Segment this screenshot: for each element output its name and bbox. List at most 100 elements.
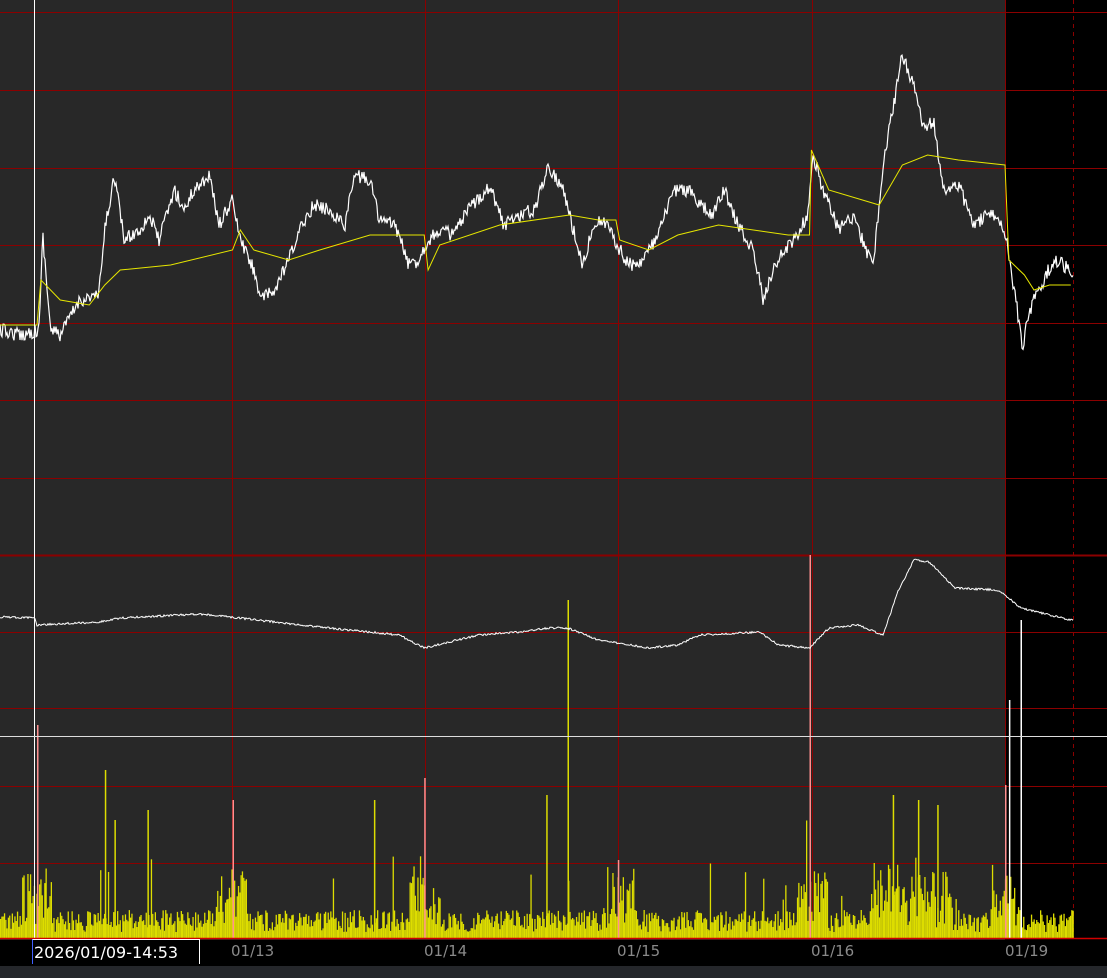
volume-bar bbox=[184, 923, 186, 938]
volume-bar bbox=[79, 922, 81, 938]
volume-bar bbox=[408, 921, 410, 938]
volume-bar bbox=[1062, 920, 1064, 938]
volume-bar bbox=[522, 927, 524, 938]
volume-bar bbox=[711, 922, 713, 938]
volume-bar bbox=[343, 931, 345, 938]
volume-bar bbox=[67, 911, 69, 938]
volume-bar bbox=[1021, 927, 1024, 938]
volume-bar bbox=[874, 889, 877, 938]
volume-bar bbox=[100, 870, 102, 938]
volume-bar bbox=[825, 879, 827, 938]
volume-bar bbox=[192, 917, 194, 938]
volume-bar bbox=[409, 882, 411, 938]
volume-bar bbox=[185, 924, 188, 938]
volume-bar bbox=[752, 918, 754, 938]
volume-bar bbox=[175, 932, 177, 938]
volume-bar bbox=[1014, 887, 1016, 938]
volume-bar bbox=[325, 911, 327, 938]
volume-bar bbox=[282, 918, 284, 938]
volume-bar bbox=[330, 911, 332, 938]
volume-bar bbox=[609, 914, 611, 938]
volume-bar bbox=[816, 896, 818, 938]
volume-bar bbox=[759, 928, 761, 938]
price-chart[interactable] bbox=[0, 0, 1107, 940]
volume-bar bbox=[678, 916, 680, 938]
volume-bar bbox=[110, 921, 112, 938]
volume-bar bbox=[370, 915, 372, 938]
volume-bar bbox=[789, 912, 791, 938]
volume-bar bbox=[388, 912, 390, 938]
volume-bar bbox=[504, 918, 506, 938]
volume-bar bbox=[648, 913, 650, 938]
volume-bar bbox=[635, 910, 637, 938]
volume-bar bbox=[1040, 910, 1042, 938]
volume-bar bbox=[947, 897, 949, 938]
volume-bar bbox=[965, 923, 968, 938]
volume-bar bbox=[941, 895, 943, 938]
volume-bar bbox=[989, 926, 991, 938]
volume-bar bbox=[244, 880, 246, 938]
volume-bar bbox=[854, 916, 856, 938]
volume-bar bbox=[245, 879, 247, 938]
volume-bar bbox=[332, 878, 335, 938]
volume-bar bbox=[531, 918, 533, 938]
volume-bar bbox=[406, 918, 409, 938]
volume-bar bbox=[252, 919, 254, 938]
volume-bar bbox=[650, 921, 652, 938]
volume-bar bbox=[166, 913, 168, 938]
volume-bar bbox=[982, 915, 985, 938]
volume-bar bbox=[150, 859, 153, 938]
volume-bar bbox=[323, 913, 325, 938]
volume-bar bbox=[910, 898, 912, 938]
volume-bar bbox=[767, 917, 769, 938]
volume-bar bbox=[97, 913, 99, 938]
volume-bar bbox=[296, 926, 298, 938]
volume-bar bbox=[448, 913, 450, 938]
volume-bar bbox=[620, 885, 622, 938]
volume-bar bbox=[63, 924, 65, 938]
volume-spike bbox=[1020, 620, 1022, 938]
volume-bar bbox=[1001, 915, 1003, 938]
volume-bar bbox=[513, 925, 515, 938]
volume-bar bbox=[453, 914, 455, 938]
volume-bar bbox=[92, 925, 94, 938]
volume-bar bbox=[419, 856, 422, 938]
volume-bar bbox=[302, 916, 305, 938]
volume-bar bbox=[426, 910, 428, 938]
volume-bar bbox=[938, 922, 940, 938]
volume-bar bbox=[926, 891, 929, 938]
volume-bar bbox=[991, 864, 994, 938]
volume-bar bbox=[3, 913, 6, 938]
volume-bar bbox=[985, 912, 987, 938]
volume-bar bbox=[149, 924, 151, 938]
volume-bar bbox=[607, 867, 609, 938]
volume-bar bbox=[410, 883, 413, 938]
volume-bar bbox=[1055, 926, 1057, 938]
volume-bar bbox=[442, 924, 444, 938]
future-area bbox=[1005, 0, 1107, 940]
volume-bar bbox=[726, 930, 728, 938]
volume-bar bbox=[208, 910, 210, 938]
volume-bar bbox=[425, 909, 427, 938]
volume-bar bbox=[791, 925, 793, 938]
volume-bar bbox=[292, 914, 294, 938]
volume-bar bbox=[115, 925, 117, 938]
volume-bar bbox=[403, 922, 405, 938]
volume-bar bbox=[309, 926, 311, 938]
volume-bar bbox=[822, 898, 825, 938]
volume-bar bbox=[393, 910, 396, 938]
volume-bar bbox=[542, 911, 544, 938]
volume-bar bbox=[249, 913, 251, 938]
volume-bar bbox=[1045, 931, 1047, 938]
volume-bar bbox=[230, 897, 232, 938]
volume-bar bbox=[253, 930, 255, 938]
volume-bar bbox=[482, 918, 484, 938]
volume-bar bbox=[432, 888, 435, 938]
volume-bar bbox=[813, 871, 816, 938]
volume-bar bbox=[661, 919, 663, 938]
volume-bar bbox=[140, 915, 142, 938]
volume-bar bbox=[487, 914, 489, 938]
volume-bar bbox=[218, 911, 220, 938]
volume-bar bbox=[833, 932, 835, 938]
volume-bar bbox=[613, 886, 615, 938]
